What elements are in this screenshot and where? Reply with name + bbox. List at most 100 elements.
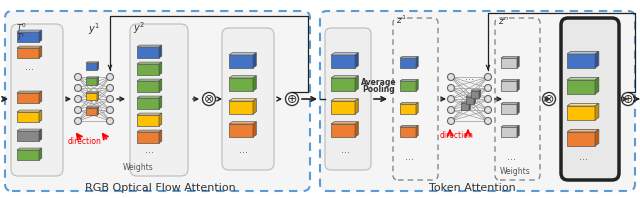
- FancyBboxPatch shape: [130, 24, 188, 176]
- Polygon shape: [17, 46, 42, 48]
- Polygon shape: [159, 113, 162, 126]
- Polygon shape: [159, 96, 162, 109]
- Circle shape: [74, 107, 81, 113]
- Polygon shape: [501, 104, 517, 114]
- Polygon shape: [331, 76, 358, 78]
- Polygon shape: [595, 77, 599, 94]
- Text: ...: ...: [465, 72, 474, 82]
- Polygon shape: [331, 101, 355, 114]
- Polygon shape: [253, 76, 256, 91]
- Circle shape: [447, 73, 454, 81]
- Text: Token Attention: Token Attention: [429, 183, 515, 193]
- Polygon shape: [97, 107, 99, 115]
- Polygon shape: [17, 110, 42, 112]
- Polygon shape: [461, 103, 469, 110]
- Polygon shape: [416, 126, 418, 137]
- Polygon shape: [39, 110, 42, 122]
- Polygon shape: [137, 98, 159, 109]
- Polygon shape: [17, 150, 39, 160]
- Text: $y^2$: $y^2$: [133, 20, 145, 36]
- Polygon shape: [567, 132, 595, 146]
- Circle shape: [74, 95, 81, 103]
- Polygon shape: [400, 58, 416, 68]
- Polygon shape: [17, 91, 42, 93]
- Polygon shape: [17, 32, 39, 42]
- Polygon shape: [501, 58, 517, 68]
- Polygon shape: [400, 127, 416, 137]
- Text: $y^1$: $y^1$: [88, 21, 100, 37]
- Polygon shape: [517, 79, 519, 91]
- Polygon shape: [355, 122, 358, 137]
- Polygon shape: [595, 51, 599, 68]
- Polygon shape: [501, 79, 519, 81]
- Circle shape: [106, 85, 113, 91]
- Circle shape: [447, 95, 454, 103]
- Polygon shape: [567, 106, 595, 120]
- Polygon shape: [137, 79, 162, 81]
- Polygon shape: [97, 62, 99, 70]
- Polygon shape: [86, 78, 97, 85]
- Text: ...: ...: [579, 152, 588, 162]
- Polygon shape: [97, 92, 99, 100]
- Polygon shape: [137, 45, 162, 47]
- Polygon shape: [137, 115, 159, 126]
- Polygon shape: [400, 103, 418, 104]
- Text: ...: ...: [506, 152, 515, 162]
- Polygon shape: [17, 148, 42, 150]
- FancyBboxPatch shape: [222, 28, 274, 170]
- Polygon shape: [253, 99, 256, 114]
- Polygon shape: [137, 62, 162, 64]
- Polygon shape: [86, 108, 97, 115]
- Polygon shape: [400, 104, 416, 114]
- Polygon shape: [355, 76, 358, 91]
- Polygon shape: [137, 113, 162, 115]
- Text: ⊕: ⊕: [287, 92, 297, 106]
- Polygon shape: [355, 53, 358, 68]
- Text: Pooling: Pooling: [363, 85, 396, 94]
- Polygon shape: [86, 63, 97, 70]
- Polygon shape: [17, 131, 39, 141]
- Text: Weights: Weights: [500, 167, 531, 176]
- Text: ⊗: ⊗: [204, 92, 214, 106]
- Polygon shape: [466, 96, 476, 97]
- Polygon shape: [86, 62, 99, 63]
- Polygon shape: [400, 79, 418, 81]
- Circle shape: [74, 85, 81, 91]
- FancyBboxPatch shape: [320, 11, 635, 191]
- Polygon shape: [501, 103, 519, 104]
- Polygon shape: [39, 148, 42, 160]
- Polygon shape: [159, 62, 162, 75]
- FancyBboxPatch shape: [11, 24, 63, 176]
- Circle shape: [74, 73, 81, 81]
- Text: direction: direction: [68, 137, 102, 146]
- Circle shape: [484, 117, 492, 125]
- Circle shape: [106, 107, 113, 113]
- Polygon shape: [331, 78, 355, 91]
- Polygon shape: [17, 129, 42, 131]
- Text: $T^0$: $T^0$: [16, 22, 27, 34]
- FancyBboxPatch shape: [495, 18, 540, 180]
- Text: RGB Optical Flow Attention: RGB Optical Flow Attention: [84, 183, 236, 193]
- Text: Weights: Weights: [123, 163, 154, 172]
- Text: ...: ...: [239, 145, 248, 155]
- Text: $z^{n}$: $z^{n}$: [498, 15, 509, 26]
- Text: ...: ...: [26, 62, 35, 72]
- Polygon shape: [39, 30, 42, 42]
- Polygon shape: [229, 55, 253, 68]
- Polygon shape: [39, 91, 42, 103]
- Polygon shape: [501, 81, 517, 91]
- Polygon shape: [471, 90, 481, 91]
- Circle shape: [447, 117, 454, 125]
- Polygon shape: [229, 78, 253, 91]
- Polygon shape: [471, 91, 479, 98]
- Text: $T^{\rm r}$: $T^{\rm r}$: [16, 31, 26, 43]
- Circle shape: [285, 92, 298, 106]
- Polygon shape: [469, 102, 470, 110]
- Circle shape: [484, 107, 492, 113]
- Polygon shape: [137, 132, 159, 143]
- Polygon shape: [517, 56, 519, 68]
- Polygon shape: [159, 79, 162, 92]
- Polygon shape: [137, 96, 162, 98]
- Polygon shape: [331, 99, 358, 101]
- Circle shape: [74, 117, 81, 125]
